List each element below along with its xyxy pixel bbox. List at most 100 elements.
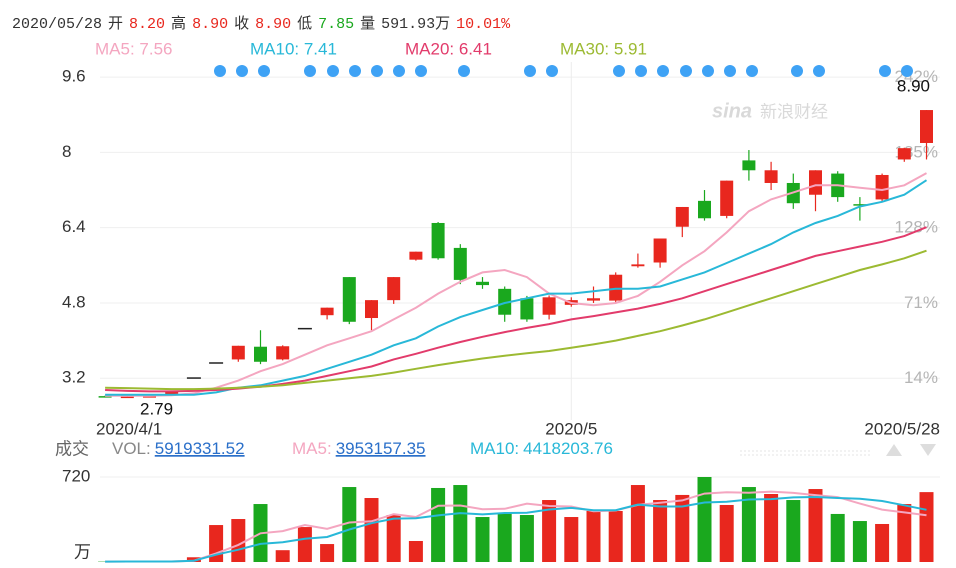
volume-bar [719, 504, 734, 562]
volume-bar [741, 487, 756, 562]
event-dot[interactable] [236, 65, 248, 77]
legend-name: MA10: [470, 439, 519, 458]
event-dot[interactable] [393, 65, 405, 77]
volume-bar [542, 500, 557, 562]
volume-bar [186, 557, 201, 562]
quote-label: 收 [234, 16, 250, 33]
y-tick-label: 3.2 [62, 368, 86, 387]
event-dot[interactable] [214, 65, 226, 77]
x-tick-label: 2020/5/28 [864, 419, 940, 438]
event-dot[interactable] [746, 65, 758, 77]
scroll-down[interactable] [920, 444, 936, 456]
candle-body [342, 277, 356, 322]
event-dot[interactable] [546, 65, 558, 77]
event-dot[interactable] [680, 65, 692, 77]
event-dot[interactable] [458, 65, 470, 77]
annotation: 8.90 [897, 76, 930, 95]
volume-bar [431, 487, 446, 562]
event-dot[interactable] [327, 65, 339, 77]
event-dot[interactable] [304, 65, 316, 77]
event-dot[interactable] [613, 65, 625, 77]
quote-value: 10.01% [456, 16, 511, 33]
volume-bar [808, 489, 823, 562]
candle-body [542, 297, 556, 315]
y-tick-label: 8 [62, 142, 71, 161]
event-dot[interactable] [371, 65, 383, 77]
x-tick-label: 2020/5 [545, 419, 597, 438]
candle-body [165, 390, 179, 395]
volume-bar [786, 500, 801, 562]
event-dot[interactable] [349, 65, 361, 77]
event-dot[interactable] [657, 65, 669, 77]
candle-body [742, 160, 756, 171]
candle-body [297, 327, 312, 330]
event-dot[interactable] [702, 65, 714, 77]
volume-bar [320, 544, 335, 562]
candle-body [631, 264, 645, 267]
quote-value: 8.90 [255, 16, 292, 33]
candle-body [98, 396, 112, 398]
candle-body [498, 288, 512, 315]
event-dot[interactable] [879, 65, 891, 77]
volume-bar [297, 527, 312, 562]
volume-bar [897, 504, 912, 562]
candle-body [720, 180, 734, 216]
quote-value: 8.20 [129, 16, 166, 33]
quote-value: 8.90 [192, 16, 229, 33]
watermark-logo: sina [712, 100, 752, 122]
volume-bar [275, 550, 290, 562]
candle-body [453, 247, 467, 280]
candle-body [587, 298, 600, 301]
volume-bar [231, 519, 246, 562]
volume-bar [475, 517, 490, 562]
ma-line [105, 226, 927, 393]
legend-name: VOL: [112, 439, 151, 458]
legend-entry: MA5: 3953157.35 [292, 439, 426, 458]
volume-bar [875, 523, 890, 562]
quote-label: 量 [360, 16, 376, 33]
event-dot[interactable] [258, 65, 270, 77]
event-dot[interactable] [635, 65, 647, 77]
candle-body [186, 377, 201, 379]
y2-tick-label: 14% [904, 368, 938, 387]
y-tick-label: 720 [62, 466, 90, 485]
candle-body [476, 281, 489, 286]
event-dot[interactable] [524, 65, 536, 77]
quote-value: 591.93万 [381, 16, 451, 33]
volume-bar [608, 511, 623, 562]
candle-body [809, 170, 822, 195]
candle-body [698, 200, 711, 219]
volume-bar [630, 485, 645, 562]
event-dot[interactable] [813, 65, 825, 77]
candle-body [365, 300, 378, 319]
annotation: 2.79 [140, 399, 173, 418]
candle-body [764, 170, 778, 183]
quote-bar: 2020/05/28 开 8.20 高 8.90 收 8.90 低 7.85 量 591.93万 10… [12, 12, 516, 33]
watermark: 新浪财经 [760, 102, 828, 121]
candle-body [653, 238, 667, 263]
event-dot[interactable] [724, 65, 736, 77]
volume-bar [364, 498, 379, 562]
event-dot[interactable] [415, 65, 427, 77]
event-dot[interactable] [901, 65, 913, 77]
candle-body [431, 222, 445, 259]
volume-bar [519, 515, 534, 562]
volume-bar [919, 492, 934, 562]
y2-tick-label: 128% [895, 218, 938, 237]
volume-bar [453, 485, 468, 562]
quote-value: 7.85 [318, 16, 355, 33]
legend-entry: VOL: 5919331.52 [112, 439, 245, 458]
volume-ma-line [105, 495, 927, 563]
event-dot[interactable] [791, 65, 803, 77]
candle-body [853, 204, 867, 206]
volume-bar [764, 494, 779, 562]
quote-date: 2020/05/28 [12, 16, 103, 33]
y-tick-label: 4.8 [62, 292, 86, 311]
legend-entry: MA10: 7.41 [250, 39, 337, 58]
scroll-up[interactable] [886, 444, 902, 456]
y-unit: 万 [74, 542, 91, 561]
legend-value: 5919331.52 [155, 439, 245, 458]
volume-bar [586, 511, 601, 562]
